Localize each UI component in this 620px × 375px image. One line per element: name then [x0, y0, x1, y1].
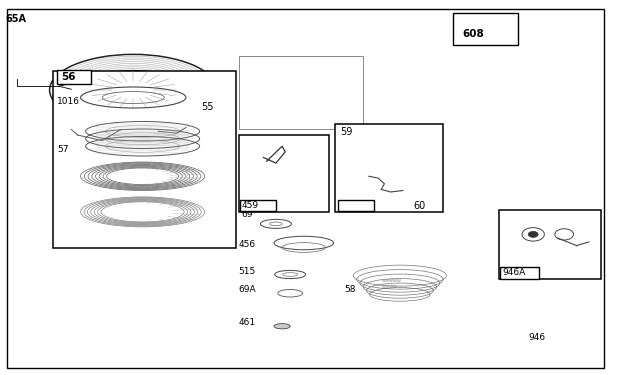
- Text: 515: 515: [239, 267, 256, 276]
- Text: 59: 59: [340, 127, 352, 137]
- Text: 69: 69: [242, 210, 254, 219]
- Text: 946A: 946A: [502, 268, 526, 277]
- Text: 608: 608: [463, 28, 484, 39]
- Ellipse shape: [125, 87, 142, 94]
- Bar: [53, 71, 236, 248]
- Ellipse shape: [528, 231, 538, 237]
- Text: 57: 57: [57, 146, 69, 154]
- Text: 946: 946: [528, 333, 546, 342]
- Text: wwww: wwww: [381, 284, 397, 289]
- Bar: [240, 200, 276, 211]
- Text: ©ReplacementParts.com: ©ReplacementParts.com: [212, 183, 309, 192]
- Bar: [500, 267, 539, 279]
- Bar: [453, 13, 518, 45]
- Bar: [335, 124, 443, 212]
- Text: 55: 55: [202, 102, 214, 112]
- Text: 56: 56: [61, 72, 75, 82]
- Bar: [239, 56, 363, 129]
- Text: 459: 459: [242, 201, 259, 210]
- Text: 60: 60: [414, 201, 426, 211]
- Bar: [499, 210, 601, 279]
- Bar: [57, 70, 91, 84]
- Text: 65A: 65A: [5, 14, 26, 24]
- Text: 456: 456: [239, 240, 256, 249]
- Bar: [338, 200, 374, 211]
- Text: 69A: 69A: [239, 285, 256, 294]
- Text: 1016: 1016: [57, 97, 80, 106]
- Ellipse shape: [274, 324, 290, 329]
- Text: 461: 461: [239, 318, 256, 327]
- Text: wwwww: wwwww: [381, 278, 401, 283]
- Text: 58: 58: [344, 285, 356, 294]
- Bar: [239, 135, 329, 212]
